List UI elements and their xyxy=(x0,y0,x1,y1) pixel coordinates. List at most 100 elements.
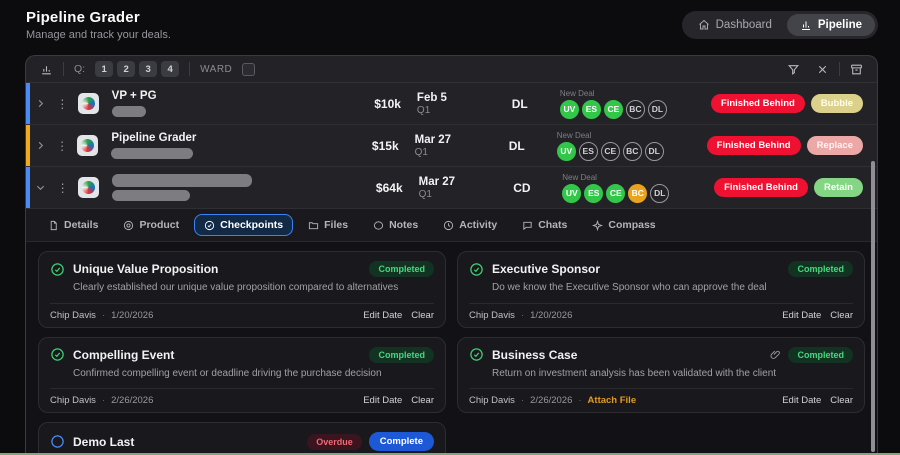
checkpoint-card-executive-sponsor: Executive Sponsor Completed Do we know t… xyxy=(457,251,865,328)
badge-uv[interactable]: UV xyxy=(559,99,579,119)
badge-uv[interactable]: UV xyxy=(562,183,582,203)
archive-icon[interactable] xyxy=(850,63,863,76)
compass-sparkle-icon xyxy=(592,219,604,231)
check-circle-icon[interactable] xyxy=(469,347,484,362)
chevron-down-icon[interactable] xyxy=(26,182,55,193)
edit-date-link[interactable]: Edit Date xyxy=(782,395,822,406)
badge-uv[interactable]: UV xyxy=(556,141,576,161)
check-circle-icon[interactable] xyxy=(50,262,65,277)
check-circle-icon[interactable] xyxy=(50,347,65,362)
globe-logo-icon xyxy=(81,97,95,110)
deal-accent-bar xyxy=(26,125,30,166)
status-badge-completed: Completed xyxy=(788,346,853,363)
badge-dl[interactable]: DL xyxy=(644,141,664,161)
deal-accent-bar xyxy=(26,167,30,208)
chevron-right-icon[interactable] xyxy=(26,140,55,151)
badge-bc[interactable]: BC xyxy=(628,183,648,203)
chat-bubble-icon xyxy=(522,220,533,231)
tab-notes[interactable]: Notes xyxy=(363,214,428,236)
chart-view-icon[interactable] xyxy=(40,63,53,76)
clear-filters-icon[interactable] xyxy=(816,63,829,76)
deal-row[interactable]: ⋮ Pipeline Grader $15k Mar 27 Q1 DL New … xyxy=(26,125,877,167)
checkpoint-description: Clearly established our unique value pro… xyxy=(73,282,399,293)
status-pill-finished-behind: Finished Behind xyxy=(710,94,805,113)
edit-date-link[interactable]: Edit Date xyxy=(782,309,822,321)
vertical-scrollbar[interactable] xyxy=(871,161,875,452)
complete-button[interactable]: Complete xyxy=(368,432,434,451)
badge-es[interactable]: ES xyxy=(581,99,601,119)
checkpoint-badges: New Deal UV ES CE BC DL xyxy=(545,131,707,161)
nav-dashboard-button[interactable]: Dashboard xyxy=(685,14,785,36)
tab-details[interactable]: Details xyxy=(38,214,108,236)
tab-files[interactable]: Files xyxy=(298,214,358,236)
edit-date-link[interactable]: Edit Date xyxy=(363,395,403,406)
badge-bc[interactable]: BC xyxy=(625,99,645,119)
kebab-menu-icon[interactable]: ⋮ xyxy=(56,96,69,111)
tab-chats[interactable]: Chats xyxy=(512,214,577,236)
status-badge-completed: Completed xyxy=(369,261,434,277)
badge-es[interactable]: ES xyxy=(584,183,604,203)
paperclip-icon[interactable] xyxy=(770,349,781,360)
product-icon xyxy=(123,220,134,231)
status-pill-bubble: Bubble xyxy=(810,94,863,113)
deal-row[interactable]: ⋮ VP + PG $10k Feb 5 Q1 DL New Deal UV E… xyxy=(26,83,877,125)
clear-link[interactable]: Clear xyxy=(411,309,434,321)
status-pill-retain: Retain xyxy=(813,178,863,197)
badge-ce[interactable]: CE xyxy=(600,141,620,161)
redacted-text xyxy=(111,190,190,201)
quarter-filter-label: Q: xyxy=(74,63,86,75)
deal-detail-tabs: Details Product Checkpoints Files Notes … xyxy=(26,209,877,242)
redacted-text xyxy=(111,105,146,117)
badge-ce[interactable]: CE xyxy=(603,99,623,119)
status-badge-completed: Completed xyxy=(369,346,434,363)
status-pill-finished-behind: Finished Behind xyxy=(714,178,808,197)
check-circle-icon[interactable] xyxy=(469,262,484,277)
toolbar-divider xyxy=(839,62,840,76)
tab-compass[interactable]: Compass xyxy=(582,214,665,236)
ward-checkbox[interactable] xyxy=(242,62,256,76)
badge-bc[interactable]: BC xyxy=(622,141,642,161)
badge-dl[interactable]: DL xyxy=(647,99,667,119)
globe-logo-icon xyxy=(81,181,95,194)
page-header: Pipeline Grader Manage and track your de… xyxy=(0,0,900,41)
quarter-2-button[interactable]: 2 xyxy=(117,61,136,77)
page-subtitle: Manage and track your deals. xyxy=(26,29,171,41)
ward-filter-label: WARD xyxy=(200,63,233,75)
badge-ce[interactable]: CE xyxy=(606,183,626,203)
deal-name: VP + PG xyxy=(111,90,157,103)
quarter-1-button[interactable]: 1 xyxy=(95,61,114,77)
chevron-right-icon[interactable] xyxy=(26,98,55,109)
company-logo xyxy=(77,135,99,156)
deal-stage: DL xyxy=(511,96,528,111)
open-circle-icon[interactable] xyxy=(50,434,65,449)
checkpoint-date: 2/26/2026 xyxy=(530,395,573,406)
status-badge-overdue: Overdue xyxy=(307,433,362,450)
quarter-buttons: 1 2 3 4 xyxy=(95,61,180,77)
filter-icon[interactable] xyxy=(787,63,800,76)
edit-date-link[interactable]: Edit Date xyxy=(363,309,403,321)
checkpoint-badges: New Deal UV ES CE BC DL xyxy=(550,173,714,203)
checkpoint-owner: Chip Davis xyxy=(50,395,96,406)
deal-row-expanded[interactable]: ⋮ $64k Mar 27 Q1 CD New Deal UV ES CE BC… xyxy=(26,167,877,209)
badge-dl[interactable]: DL xyxy=(650,183,670,203)
nav-pipeline-button[interactable]: Pipeline xyxy=(786,14,875,36)
bar-chart-icon xyxy=(800,19,812,31)
view-switcher: Dashboard Pipeline xyxy=(681,11,878,39)
badge-es[interactable]: ES xyxy=(578,141,598,161)
clear-link[interactable]: Clear xyxy=(830,309,853,321)
kebab-menu-icon[interactable]: ⋮ xyxy=(56,138,69,153)
kebab-menu-icon[interactable]: ⋮ xyxy=(56,180,69,195)
tab-product[interactable]: Product xyxy=(113,214,189,236)
page-title: Pipeline Grader xyxy=(26,9,140,26)
pipeline-toolbar: Q: 1 2 3 4 WARD xyxy=(26,56,877,83)
checkpoint-description: Return on investment analysis has been v… xyxy=(492,367,777,379)
attach-file-link[interactable]: Attach File xyxy=(587,395,637,406)
tab-activity[interactable]: Activity xyxy=(433,214,507,236)
badge-group-label: New Deal xyxy=(562,172,597,182)
clear-link[interactable]: Clear xyxy=(830,395,853,406)
tab-checkpoints[interactable]: Checkpoints xyxy=(194,214,294,236)
quarter-4-button[interactable]: 4 xyxy=(161,61,180,77)
clear-link[interactable]: Clear xyxy=(411,395,434,406)
deal-close-date: Mar 27 xyxy=(414,133,452,146)
quarter-3-button[interactable]: 3 xyxy=(139,61,158,77)
